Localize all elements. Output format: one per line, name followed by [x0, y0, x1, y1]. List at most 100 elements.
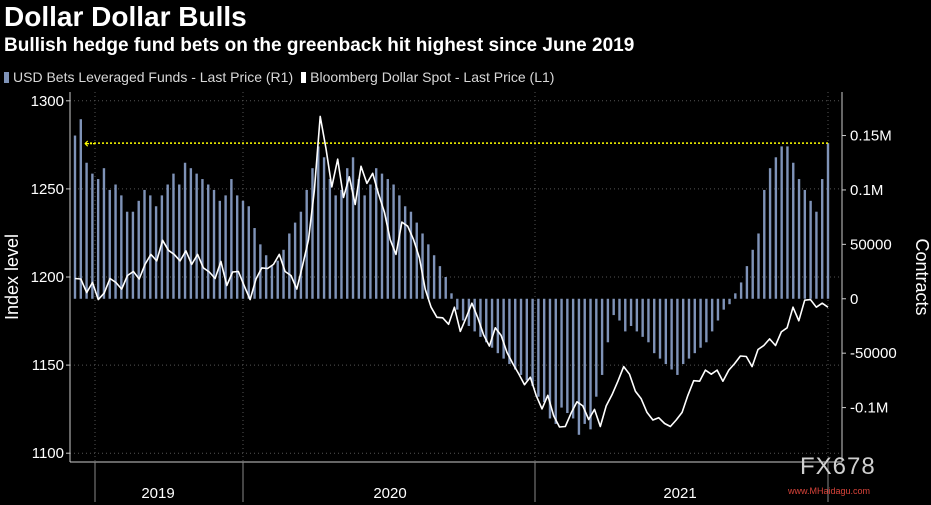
bar — [618, 298, 621, 321]
bar — [595, 298, 598, 397]
bar — [583, 298, 586, 424]
legend-item-line: Bloomberg Dollar Spot - Last Price (L1) — [301, 69, 554, 85]
chart-subtitle: Bullish hedge fund bets on the greenback… — [4, 35, 635, 56]
bar — [450, 293, 453, 299]
right-tick-label: -0.1M — [850, 400, 888, 417]
bar — [670, 298, 673, 370]
bar — [409, 211, 413, 299]
bar — [85, 162, 88, 299]
bar — [218, 200, 222, 299]
bar — [172, 173, 175, 299]
bar — [774, 157, 778, 299]
reference-arrow-icon: ⇠ — [84, 135, 96, 151]
right-axis-ticks: 0.15M 0.1M 50000 0 -50000 -0.1M — [842, 128, 897, 417]
bar — [739, 282, 743, 299]
bar — [635, 298, 639, 332]
bar — [815, 211, 818, 299]
bar — [710, 298, 714, 332]
bar — [444, 277, 447, 299]
bar — [606, 298, 610, 343]
bar — [183, 162, 187, 299]
x-tick-label: 2020 — [373, 485, 406, 502]
bar — [264, 255, 268, 299]
bar — [716, 298, 720, 321]
legend-line-label: Bloomberg Dollar Spot - Last Price (L1) — [310, 69, 555, 85]
bar — [247, 206, 250, 299]
bar — [600, 298, 604, 375]
bar — [114, 184, 117, 299]
bar — [803, 189, 807, 299]
watermark-text: FX678 — [800, 453, 876, 480]
bar — [143, 189, 146, 299]
bar — [253, 228, 256, 299]
bar — [548, 298, 552, 419]
bar — [322, 157, 326, 299]
bar — [653, 298, 656, 354]
bar — [398, 195, 401, 299]
bar — [658, 298, 662, 359]
bar — [293, 222, 297, 299]
bar — [502, 298, 505, 359]
bar — [763, 189, 766, 299]
right-tick-label: 0.15M — [850, 128, 892, 145]
bar — [189, 168, 193, 299]
bar — [351, 157, 355, 299]
bar — [415, 222, 418, 299]
left-tick-label: 1300 — [31, 93, 64, 110]
bar — [456, 298, 459, 310]
bar — [392, 184, 395, 299]
bar — [288, 233, 291, 299]
bar — [276, 260, 279, 299]
bar — [461, 298, 465, 321]
axes — [69, 92, 843, 502]
bar — [797, 179, 801, 299]
bar — [160, 195, 164, 299]
bar — [73, 135, 77, 299]
bar — [363, 195, 366, 299]
bar — [120, 195, 123, 299]
bar — [525, 298, 528, 381]
bar — [178, 184, 181, 299]
bar — [514, 298, 517, 370]
bar — [386, 179, 389, 299]
bar — [676, 298, 679, 375]
bar — [768, 168, 772, 299]
bar — [154, 206, 158, 299]
right-tick-label: 0 — [850, 291, 858, 308]
bar — [270, 266, 274, 299]
legend-line-swatch-icon — [301, 71, 307, 83]
bar — [780, 146, 783, 299]
bar — [612, 298, 615, 316]
left-axis-title: Index level — [2, 234, 22, 320]
bar — [427, 244, 430, 299]
bar — [571, 298, 575, 419]
bar — [131, 211, 135, 299]
right-tick-label: 0.1M — [850, 182, 883, 199]
line-series — [74, 115, 829, 428]
bar — [403, 206, 407, 299]
bar — [629, 298, 633, 326]
bar — [560, 298, 563, 408]
bar — [490, 298, 494, 348]
bar — [751, 249, 754, 299]
bar — [195, 173, 198, 299]
bar — [96, 179, 100, 299]
bar — [357, 179, 361, 299]
bar — [166, 184, 169, 299]
legend-bar-swatch-icon — [4, 71, 9, 83]
bar — [728, 298, 731, 305]
bar — [693, 298, 696, 354]
bar — [346, 168, 349, 299]
right-tick-label: -50000 — [850, 345, 897, 362]
bar — [479, 298, 482, 337]
bar — [826, 143, 830, 299]
bar — [421, 233, 424, 299]
bar — [664, 298, 668, 365]
left-axis-ticks: 1300 1250 1200 1150 1100 — [31, 93, 70, 462]
bar — [438, 266, 442, 299]
bar — [108, 189, 111, 299]
bar — [792, 162, 795, 299]
bar — [79, 119, 82, 299]
bar — [340, 189, 343, 299]
bar — [241, 200, 245, 299]
